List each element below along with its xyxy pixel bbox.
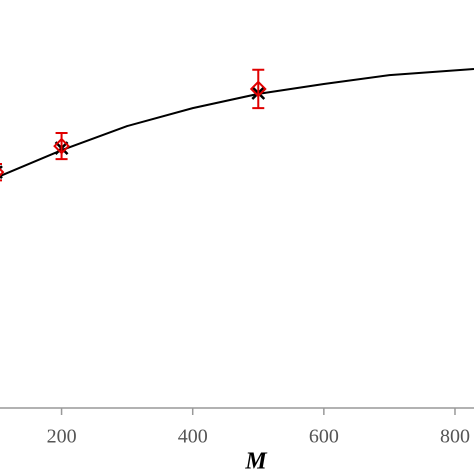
x-tick-label: 400: [178, 426, 208, 448]
error-bar: [55, 132, 68, 161]
x-tick-label: 200: [47, 426, 77, 448]
diamond-marker: [0, 167, 5, 177]
x-tick-label: 600: [309, 426, 339, 448]
diamond-marker: [249, 80, 267, 98]
diamond-marker: [53, 137, 70, 155]
x-axis-label: M: [244, 449, 268, 474]
x-tick-label: 800: [440, 426, 470, 448]
fit-curve: [0, 67, 474, 177]
error-bar: [252, 68, 265, 110]
